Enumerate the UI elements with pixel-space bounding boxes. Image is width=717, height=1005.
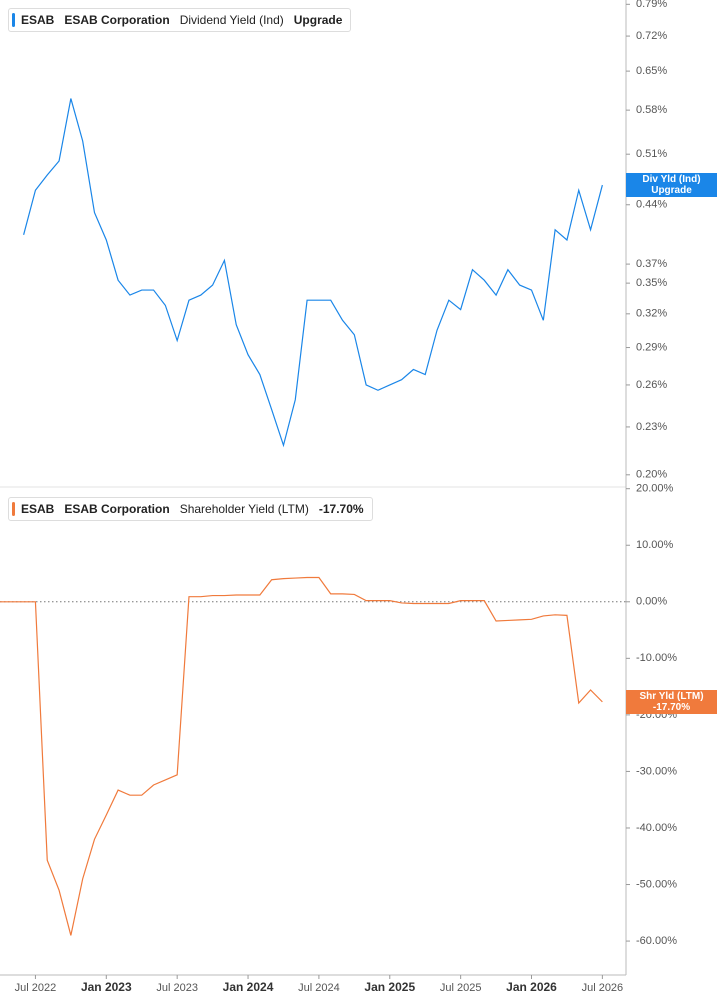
- legend: ESAB ESAB Corporation Shareholder Yield …: [8, 497, 373, 521]
- company: ESAB Corporation: [64, 13, 170, 27]
- y-tick-label: -30.00%: [636, 765, 677, 777]
- x-tick-label: Jul 2024: [298, 982, 340, 994]
- y-tick-label: 0.00%: [636, 596, 667, 608]
- series-name: Shareholder Yield (LTM): [179, 502, 309, 516]
- y-tick-label: 0.26%: [636, 379, 667, 391]
- badge-value: -17.70%: [652, 701, 691, 713]
- x-tick-label: Jul 2025: [440, 982, 482, 994]
- badge-name: Div Yld (Ind): [642, 174, 701, 186]
- value-label: -17.70%: [318, 502, 364, 516]
- y-tick-label: 0.58%: [636, 104, 667, 116]
- y-tick-label: 0.35%: [636, 277, 667, 289]
- y-tick-label: -10.00%: [636, 652, 677, 664]
- legend-swatch: [12, 13, 15, 27]
- last-value-badge: Shr Yld (LTM) -17.70%: [626, 689, 717, 714]
- y-tick-label: 0.32%: [636, 308, 667, 320]
- series-name: Dividend Yield (Ind): [179, 13, 284, 27]
- x-tick-label: Jul 2023: [156, 982, 198, 994]
- y-tick-label: 10.00%: [636, 539, 674, 551]
- y-tick-label: 0.37%: [636, 258, 667, 270]
- y-tick-label: -60.00%: [636, 935, 677, 947]
- badge-name: Shr Yld (LTM): [639, 690, 704, 702]
- x-tick-label: Jan 2025: [364, 980, 415, 994]
- status-label: Upgrade: [293, 13, 343, 27]
- y-tick-label: 0.44%: [636, 199, 667, 211]
- y-tick-label: 0.23%: [636, 421, 667, 433]
- x-tick-label: Jul 2022: [15, 982, 57, 994]
- x-tick-label: Jan 2026: [506, 980, 557, 994]
- legend: ESAB ESAB Corporation Dividend Yield (In…: [8, 8, 352, 32]
- y-tick-label: 20.00%: [636, 483, 674, 495]
- company: ESAB Corporation: [64, 502, 170, 516]
- y-tick-label: 0.65%: [636, 65, 667, 77]
- series-line: [23, 98, 603, 448]
- y-tick-label: 0.29%: [636, 341, 667, 353]
- legend-swatch: [12, 502, 15, 516]
- y-tick-label: 0.51%: [636, 148, 667, 160]
- ticker: ESAB: [21, 502, 55, 516]
- last-value-badge: Div Yld (Ind) Upgrade: [626, 173, 717, 198]
- series-line: [0, 576, 603, 936]
- badge-status: Upgrade: [651, 185, 692, 197]
- y-tick-label: 0.79%: [636, 0, 667, 10]
- y-tick-label: 0.72%: [636, 30, 667, 42]
- x-tick-label: Jan 2024: [223, 980, 274, 994]
- y-tick-label: 0.20%: [636, 469, 667, 481]
- ticker: ESAB: [21, 13, 55, 27]
- x-tick-label: Jul 2026: [582, 982, 624, 994]
- x-tick-label: Jan 2023: [81, 980, 132, 994]
- y-tick-label: -50.00%: [636, 878, 677, 890]
- y-tick-label: -40.00%: [636, 822, 677, 834]
